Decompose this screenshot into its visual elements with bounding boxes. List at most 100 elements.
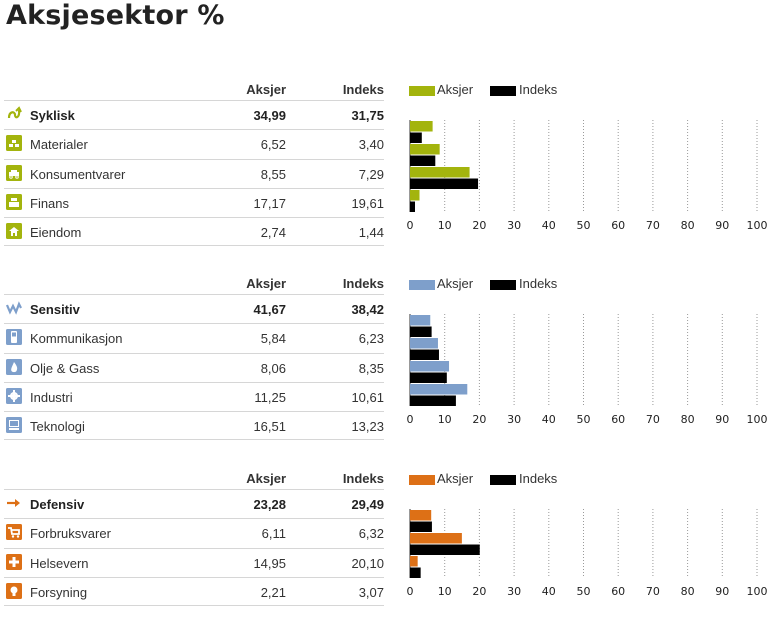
sector-label: Sensitiv <box>30 302 80 317</box>
table-row: Konsumentvarer 8,55 7,29 <box>4 158 384 188</box>
column-header-aksjer: Aksjer <box>246 82 286 97</box>
aksjer-value: 5,84 <box>260 331 286 347</box>
bar-indeks <box>410 567 421 578</box>
sector-group-row: Syklisk 34,99 31,75 <box>4 100 384 129</box>
indeks-value: 3,40 <box>358 137 384 153</box>
indeks-value: 1,44 <box>358 225 384 241</box>
x-tick-label: 60 <box>611 413 625 426</box>
x-tick-label: 80 <box>681 219 695 232</box>
x-tick-label: 60 <box>611 585 625 598</box>
column-header-aksjer: Aksjer <box>246 276 286 291</box>
x-tick-label: 30 <box>507 413 521 426</box>
house-icon <box>6 223 22 240</box>
materials-bricks-icon <box>6 135 22 152</box>
computer-icon <box>6 417 22 434</box>
indeks-value: 31,75 <box>351 108 384 123</box>
table-row: Eiendom 2,74 1,44 <box>4 217 384 247</box>
x-tick-label: 20 <box>472 413 486 426</box>
cyclical-arrow-icon <box>6 106 22 122</box>
x-tick-label: 70 <box>646 585 660 598</box>
x-tick-label: 70 <box>646 413 660 426</box>
legend-label-indeks: Indeks <box>519 82 558 97</box>
sector-group-row: Defensiv 23,28 29,49 <box>4 489 384 518</box>
bar-chart: 0 10 20 30 40 50 60 70 80 90 100 <box>407 314 768 426</box>
x-tick-label: 0 <box>407 219 414 232</box>
sector-group-row: Sensitiv 41,67 38,42 <box>4 294 384 323</box>
aksjer-value: 2,21 <box>260 584 286 600</box>
legend-swatch-indeks <box>490 86 516 96</box>
indeks-value: 8,35 <box>358 360 384 376</box>
bar-indeks <box>410 155 436 166</box>
x-tick-label: 50 <box>577 413 591 426</box>
bar-indeks <box>410 521 432 532</box>
x-tick-label: 40 <box>542 585 556 598</box>
sector-label: Syklisk <box>30 108 75 123</box>
table-row: Industri 11,25 10,61 <box>4 381 384 411</box>
x-tick-label: 100 <box>747 413 768 426</box>
x-tick-label: 100 <box>747 585 768 598</box>
bar-indeks <box>410 395 456 406</box>
sector-label: Olje & Gass <box>30 360 100 376</box>
sector-label: Eiendom <box>30 225 82 241</box>
bar-aksjer <box>410 533 462 544</box>
light-bulb-icon <box>6 582 22 599</box>
aksjer-value: 6,11 <box>261 526 286 542</box>
aksjer-value: 6,52 <box>260 137 286 153</box>
x-tick-label: 80 <box>681 413 695 426</box>
x-tick-label: 80 <box>681 585 695 598</box>
legend-label-indeks: Indeks <box>519 471 558 486</box>
x-tick-label: 10 <box>438 585 452 598</box>
bar-aksjer <box>410 315 431 326</box>
indeks-value: 13,23 <box>351 419 384 435</box>
legend-swatch-indeks <box>490 280 516 290</box>
table-row: Olje & Gass 8,06 8,35 <box>4 352 384 382</box>
x-tick-label: 50 <box>577 585 591 598</box>
x-tick-label: 100 <box>747 219 768 232</box>
x-tick-label: 20 <box>472 585 486 598</box>
phone-icon <box>6 329 22 346</box>
aksjer-value: 16,51 <box>253 419 286 435</box>
bar-aksjer <box>410 167 470 178</box>
sector-label: Forbruksvarer <box>30 526 111 542</box>
aksjer-value: 8,55 <box>260 166 286 182</box>
sector-label: Teknologi <box>30 419 85 435</box>
column-header-indeks: Indeks <box>342 276 384 291</box>
sector-section-sensitiv: Aksjer Indeks Sensitiv 41,67 38,42 Kommu… <box>0 274 783 444</box>
x-tick-label: 0 <box>407 413 414 426</box>
indeks-value: 6,23 <box>358 331 384 347</box>
indeks-value: 6,32 <box>358 526 384 542</box>
sector-section-syklisk: Aksjer Indeks Syklisk 34,99 31,75 Materi… <box>0 80 783 250</box>
x-tick-label: 0 <box>407 585 414 598</box>
bar-indeks <box>410 132 422 143</box>
table-row: Forsyning 2,21 3,07 <box>4 576 384 606</box>
bar-indeks <box>410 178 479 189</box>
x-tick-label: 90 <box>715 585 729 598</box>
sensitive-wave-icon <box>5 300 22 316</box>
bar-aksjer <box>410 144 440 155</box>
flame-icon <box>6 358 22 375</box>
table-row: Kommunikasjon 5,84 6,23 <box>4 323 384 352</box>
x-tick-label: 70 <box>646 219 660 232</box>
bar-indeks <box>410 372 447 383</box>
legend-swatch-aksjer <box>409 280 435 290</box>
cash-register-icon <box>6 193 22 210</box>
legend-label-aksjer: Aksjer <box>437 471 474 486</box>
x-tick-label: 20 <box>472 219 486 232</box>
column-header-indeks: Indeks <box>342 82 384 97</box>
indeks-value: 7,29 <box>358 166 384 182</box>
sector-label: Materialer <box>30 137 88 153</box>
gear-icon <box>6 387 22 404</box>
sector-label: Konsumentvarer <box>30 166 126 182</box>
aksjer-value: 41,67 <box>253 302 286 317</box>
page-title: Aksjesektor % <box>6 0 225 31</box>
sector-table: Aksjer Indeks Syklisk 34,99 31,75 Materi… <box>0 80 400 250</box>
aksjer-value: 34,99 <box>253 108 286 123</box>
indeks-value: 3,07 <box>358 584 384 600</box>
x-tick-label: 40 <box>542 413 556 426</box>
bar-indeks <box>410 201 415 212</box>
bar-aksjer <box>410 121 433 132</box>
legend-swatch-indeks <box>490 475 516 485</box>
aksjer-value: 17,17 <box>253 195 286 211</box>
health-cross-icon <box>6 553 22 570</box>
sector-section-defensiv: Aksjer Indeks Defensiv 23,28 29,49 Forbr… <box>0 469 783 639</box>
